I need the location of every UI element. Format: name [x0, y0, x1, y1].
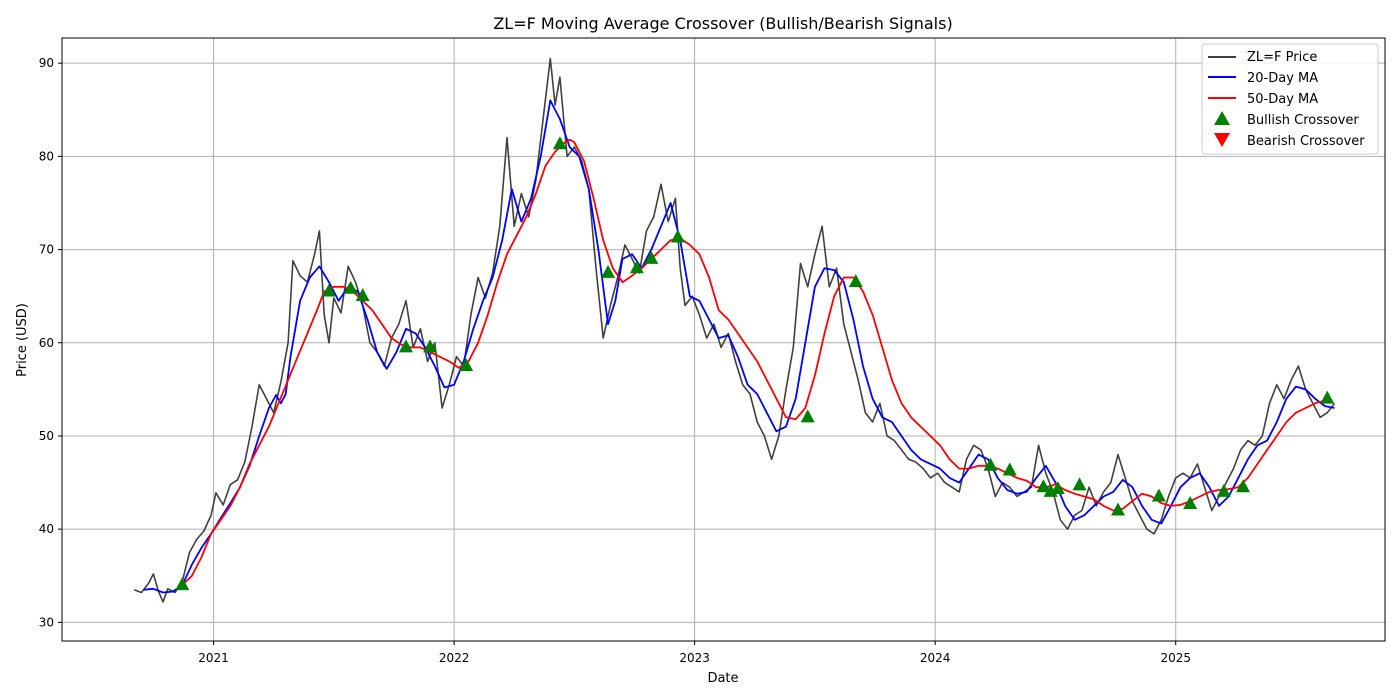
y-axis-label: Price (USD)	[15, 303, 30, 377]
bullish-crossover-marker	[1320, 390, 1335, 404]
x-tick-label: 2022	[439, 651, 470, 665]
x-axis-ticks: 2021 2022 2023 2024 2025	[198, 641, 1191, 665]
bullish-crossover-marker	[644, 250, 659, 264]
bullish-crossover-marker	[355, 288, 370, 302]
legend-ma50-label: 50-Day MA	[1247, 92, 1318, 107]
y-tick-label: 80	[39, 149, 54, 163]
legend-bearish-label: Bearish Crossover	[1247, 134, 1365, 149]
bullish-crossover-marker	[552, 136, 567, 150]
x-axis-label: Date	[707, 671, 738, 686]
bullish-crossover-marker	[1183, 495, 1198, 509]
x-tick-label: 2024	[920, 651, 951, 665]
y-tick-label: 50	[39, 429, 54, 443]
series-line-ma50	[181, 138, 1331, 586]
y-tick-label: 30	[39, 615, 54, 629]
x-tick-label: 2021	[198, 651, 229, 665]
y-axis-ticks: 30 40 50 60 70 80 90	[39, 56, 62, 629]
bullish-crossover-marker	[322, 283, 337, 297]
bullish-crossover-marker	[983, 457, 998, 471]
legend-bullish-marker	[1214, 111, 1230, 125]
bullish-crossover-marker	[1072, 477, 1087, 491]
series-layer	[133, 57, 1336, 603]
bullish-crossover-marker	[459, 358, 474, 372]
y-tick-label: 60	[39, 336, 54, 350]
bullish-crossover-marker	[398, 339, 413, 353]
plot-area	[133, 57, 1336, 603]
bullish-crossover-marker	[1236, 479, 1251, 493]
y-tick-label: 90	[39, 56, 54, 70]
plot-frame	[61, 37, 1386, 642]
bullish-crossover-marker	[1050, 481, 1065, 495]
x-tick-label: 2025	[1160, 651, 1191, 665]
bullish-crossover-marker	[1002, 462, 1017, 476]
x-tick-label: 2023	[679, 651, 710, 665]
y-tick-label: 40	[39, 522, 54, 536]
legend-bullish-label: Bullish Crossover	[1247, 113, 1359, 128]
crossover-markers	[175, 136, 1335, 591]
bullish-crossover-marker	[601, 264, 616, 278]
legend: ZL=F Price 20-Day MA 50-Day MA Bullish C…	[1201, 43, 1379, 155]
bullish-crossover-marker	[1216, 483, 1231, 497]
bullish-crossover-marker	[423, 339, 438, 353]
bullish-crossover-marker	[629, 260, 644, 274]
bullish-crossover-marker	[848, 274, 863, 288]
bullish-crossover-marker	[1036, 479, 1051, 493]
bullish-crossover-marker	[343, 280, 358, 294]
legend-price-label: ZL=F Price	[1247, 50, 1317, 65]
bullish-crossover-marker	[670, 229, 685, 243]
y-tick-label: 70	[39, 243, 54, 257]
grid-lines	[62, 38, 1385, 641]
series-line-ma20	[143, 99, 1335, 594]
bullish-crossover-marker	[1110, 502, 1125, 516]
legend-box	[1201, 43, 1379, 155]
chart-title: ZL=F Moving Average Crossover (Bullish/B…	[493, 14, 952, 33]
bullish-crossover-marker	[175, 577, 190, 591]
bullish-crossover-marker	[800, 409, 815, 423]
bullish-crossover-marker	[1151, 488, 1166, 502]
legend-ma20-label: 20-Day MA	[1247, 71, 1318, 86]
legend-bearish-marker	[1214, 133, 1230, 147]
